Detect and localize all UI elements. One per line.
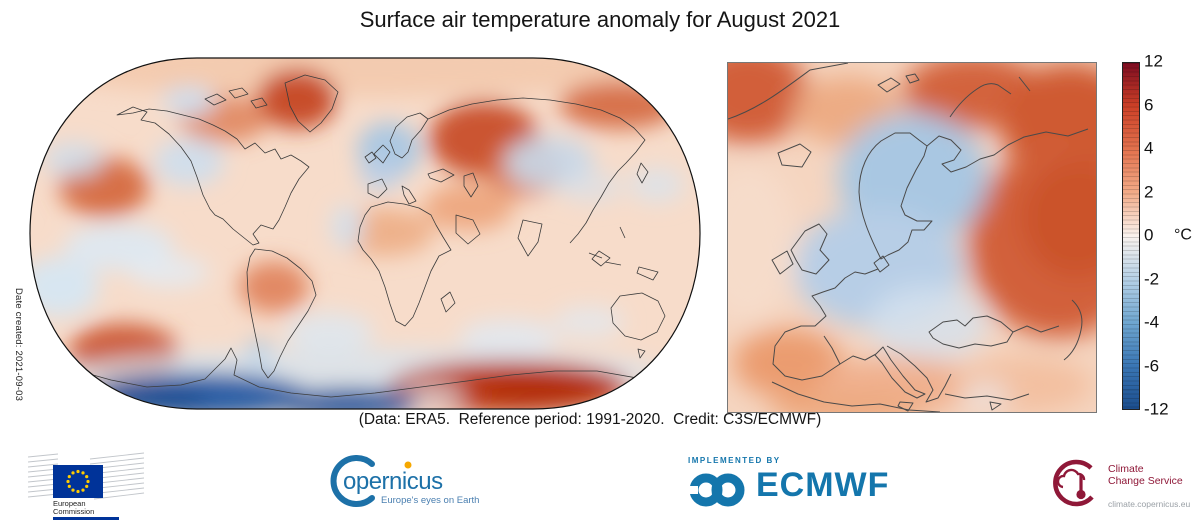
- figure-caption: (Data: ERA5. Reference period: 1991-2020…: [358, 411, 822, 428]
- colorbar-labels: °C 12 6 4 2 0 -2 -4 -6 -12: [1144, 52, 1198, 419]
- c3s-cloud-thermometer-icon: [1053, 459, 1094, 507]
- c3s-label: Climate Change Service: [1108, 463, 1183, 487]
- global-map-svg: [29, 57, 701, 410]
- ecmwf-glyph-icon: [686, 473, 745, 507]
- europe-map-svg: [728, 63, 1096, 412]
- global-anomaly-map: [29, 57, 701, 410]
- european-commission-bar: [53, 517, 119, 520]
- copernicus-wordmark: opernicus: [343, 468, 443, 495]
- european-commission-label: European Commission: [53, 499, 95, 516]
- global-anomaly-field: [30, 58, 700, 409]
- date-created-note: Date created: 2021-09-03: [13, 288, 24, 402]
- colorbar: [1122, 62, 1140, 410]
- colorbar-tick-label: 2: [1144, 182, 1154, 202]
- europe-anomaly-field: [728, 63, 1096, 412]
- ecmwf-logo: IMPLEMENTED BY ECMWF: [686, 456, 896, 514]
- europe-anomaly-map: [727, 62, 1097, 413]
- colorbar-tick-label: 4: [1144, 138, 1154, 158]
- implemented-by-label: IMPLEMENTED BY: [688, 456, 781, 465]
- colorbar-tick-label: -4: [1144, 312, 1160, 332]
- climate-change-service-logo: Climate Change Service climate.copernicu…: [1048, 455, 1200, 517]
- page-title: Surface air temperature anomaly for Augu…: [359, 7, 841, 32]
- global-map-outline: [29, 57, 701, 410]
- european-commission-logo: European Commission: [27, 451, 146, 520]
- colorbar-tick-label: 6: [1144, 95, 1154, 115]
- copernicus-arc-icon: [330, 455, 412, 507]
- colorbar-tick-label: 0: [1144, 225, 1154, 245]
- colorbar-tick-label: -12: [1144, 399, 1169, 419]
- ecmwf-wordmark: ECMWF: [756, 466, 890, 504]
- copernicus-tagline: Europe's eyes on Earth: [381, 495, 480, 506]
- colorbar-segments: [1123, 63, 1139, 409]
- global-coastlines: [74, 74, 688, 398]
- c3s-url: climate.copernicus.eu: [1108, 499, 1191, 509]
- european-commission-graphic-icon: [27, 452, 145, 500]
- colorbar-tick-label: -6: [1144, 356, 1160, 376]
- eu-flag-icon: [53, 465, 103, 498]
- copernicus-satellite-dot-icon: [404, 461, 412, 469]
- colorbar-tick-label: -2: [1144, 269, 1160, 289]
- colorbar-gradient: [1123, 63, 1139, 409]
- colorbar-tick-label: 12: [1144, 51, 1163, 71]
- europe-coastlines: [728, 63, 1089, 412]
- copernicus-logo: opernicus Europe's eyes on Earth: [328, 455, 483, 513]
- colorbar-unit-label: °C: [1174, 226, 1192, 244]
